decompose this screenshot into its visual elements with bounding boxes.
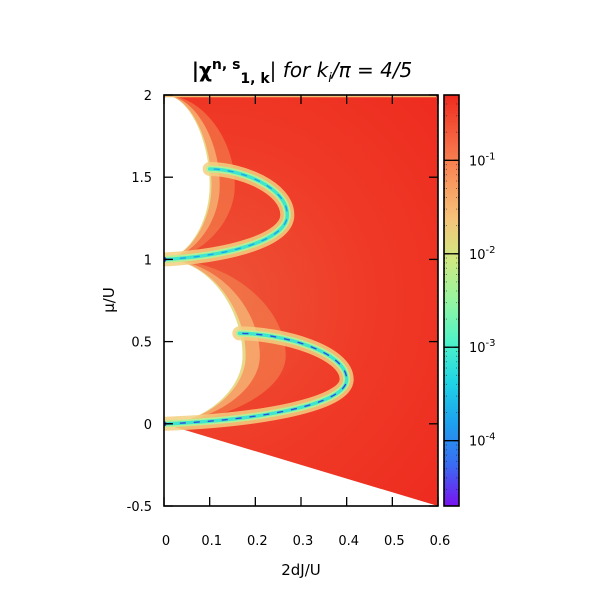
colorbar-tick-label: 10-2 — [469, 245, 496, 263]
y-tick-label: 1 — [144, 253, 152, 268]
title-italic: for k — [276, 58, 329, 82]
colorbar-tick-label: 10-3 — [469, 338, 496, 356]
x-tick-label: 0.6 — [430, 534, 451, 549]
y-tick-label: 0 — [144, 418, 152, 433]
x-tick-label: 0.5 — [384, 534, 405, 549]
x-axis-label: 2dJ/U — [281, 561, 321, 579]
y-axis: -0.5 0 0.5 1 1.5 2 — [127, 89, 438, 515]
x-tick-label: 0.1 — [201, 534, 222, 549]
title-sub-1k: 1, k — [240, 71, 270, 87]
colorbar-tick-label: 10-1 — [469, 151, 496, 169]
chart-title: |χn, s1, k| for ki/π = 4/5 — [192, 57, 413, 87]
y-tick-label: 0.5 — [131, 336, 152, 351]
title-sup-ns: n, s — [212, 57, 241, 73]
title-rest: /π = 4/5 — [330, 58, 412, 82]
colorbar-tick-label: 10-4 — [469, 432, 496, 450]
x-tick-label: 0 — [162, 534, 170, 549]
x-axis: 0 0.1 0.2 0.3 0.4 0.5 0.6 — [162, 95, 450, 549]
y-tick-label: -0.5 — [127, 500, 152, 515]
minimum-arc-deep — [165, 332, 348, 425]
colorbar: 10-4 10-3 10-2 10-1 — [443, 94, 496, 507]
x-tick-label: 0.3 — [293, 534, 314, 549]
colorbar-frame — [443, 94, 460, 507]
x-tick-label: 0.2 — [247, 534, 268, 549]
title-chi: |χ — [192, 58, 212, 82]
mott-lobe-n1 — [164, 95, 210, 260]
x-tick-label: 0.4 — [338, 534, 359, 549]
y-tick-label: 1.5 — [131, 171, 152, 186]
mott-lobe-n0 — [164, 259, 243, 424]
colorbar-fill — [444, 95, 459, 506]
heatmap-layer — [164, 95, 438, 506]
plot-area — [164, 95, 438, 506]
y-axis-label: μ/U — [100, 287, 118, 313]
title-bar: | — [270, 58, 277, 82]
title-sub-i: i — [328, 71, 332, 86]
y-tick-label: 2 — [144, 89, 152, 104]
minimum-arc-deep — [165, 168, 289, 261]
